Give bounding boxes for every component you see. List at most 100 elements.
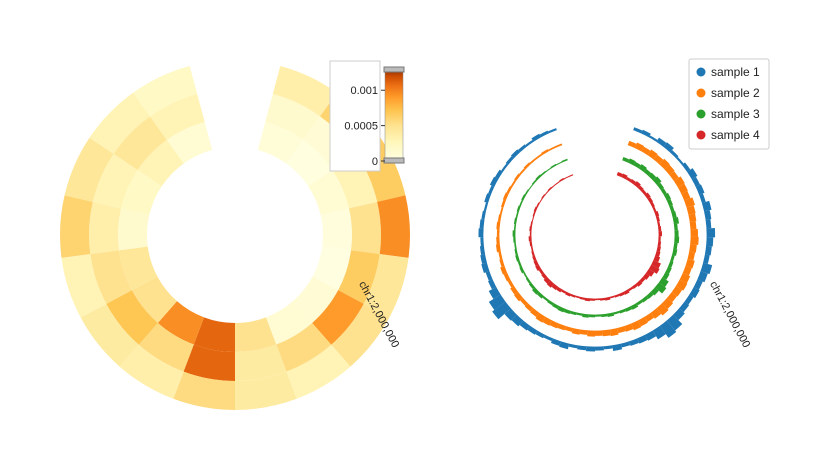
histogram-bar <box>641 129 651 137</box>
colorbar-gradient <box>384 68 404 162</box>
histogram-bar <box>513 236 516 243</box>
colorbar: 0 0.0005 0.001 <box>329 60 405 172</box>
histogram-bar <box>551 284 558 290</box>
histogram-bar <box>636 300 643 306</box>
histogram-bar <box>514 242 517 250</box>
heatmap-cell-r2-b4 <box>363 254 409 318</box>
histogram-bar <box>595 330 603 336</box>
histogram-bar <box>515 211 519 219</box>
histogram-bar <box>552 303 560 310</box>
histogram-bar <box>510 149 520 159</box>
heatmap-cell-r0-b5 <box>293 276 339 323</box>
histogram-bar <box>568 174 574 177</box>
histogram-bar <box>617 326 626 334</box>
histogram-bar <box>691 176 701 187</box>
histogram-bar <box>528 282 535 290</box>
heatmap-cell-r2-b14 <box>89 92 150 154</box>
colorbar-handle-bottom[interactable] <box>383 157 405 164</box>
histogram-bar <box>682 162 691 172</box>
histogram-bar <box>633 127 643 134</box>
histogram-bar <box>629 338 640 346</box>
series-sample-2 <box>495 140 699 337</box>
histogram-bar <box>649 264 660 274</box>
histogram-bar <box>690 229 699 237</box>
histogram-bar <box>494 169 503 179</box>
histogram-bar <box>502 192 509 201</box>
histogram-bar <box>702 200 712 212</box>
histogram-bar <box>653 154 664 164</box>
colorbar-handle-top[interactable] <box>383 66 405 73</box>
histogram-bar <box>674 176 685 187</box>
heatmap-cell-r1-b0 <box>265 93 321 140</box>
heatmap-cell-r0-b8 <box>193 317 235 352</box>
histogram-bar <box>514 248 518 256</box>
histogram-bar <box>634 142 645 151</box>
heatmap-cell-r0-b2 <box>308 169 349 216</box>
histogram-bar <box>646 269 655 277</box>
histogram-bar <box>669 171 679 181</box>
histogram-bar <box>535 330 545 339</box>
histogram-bar <box>595 298 601 301</box>
histogram-bar <box>513 217 517 225</box>
histogram-bar <box>539 130 549 137</box>
histogram-bar <box>546 280 554 288</box>
histogram-bar <box>700 262 713 275</box>
histogram-bar <box>706 237 714 247</box>
histogram-bar <box>660 320 677 338</box>
histogram-bar <box>683 266 692 276</box>
histogram-bar <box>705 245 712 256</box>
heatmap-cell-r2-b7 <box>235 371 297 410</box>
histogram-bar <box>550 163 557 169</box>
heatmap-cell-r0-b14 <box>137 139 184 187</box>
histogram-bar <box>696 184 705 195</box>
histogram-bar <box>646 292 654 300</box>
histogram-bar <box>536 292 544 299</box>
histogram-bar <box>644 313 655 322</box>
histogram-bar <box>638 164 647 172</box>
histogram-bar <box>656 303 669 316</box>
histogram-bar <box>656 137 667 147</box>
histogram-bar <box>579 329 588 335</box>
histogram-bar <box>667 198 673 207</box>
histogram-bar <box>514 292 523 302</box>
heatmap-cell-r2-b5 <box>331 303 390 367</box>
heatmap-cell-r1-b9 <box>138 322 194 372</box>
histogram-bar <box>668 260 674 268</box>
histogram-bar <box>630 179 637 185</box>
histogram-bar <box>647 197 654 203</box>
series-baseline <box>530 174 660 300</box>
histogram-bar <box>648 172 657 181</box>
histogram-bar <box>689 287 700 299</box>
histogram-bar <box>641 146 651 155</box>
histogram-bar <box>655 282 667 294</box>
heatmap-cell-r2-b12 <box>59 195 93 258</box>
histogram-bar <box>533 206 538 212</box>
heatmap-cell-r1-b7 <box>235 344 287 381</box>
histogram-bar <box>582 314 589 318</box>
histogram-bar <box>531 179 537 185</box>
histogram-bar <box>630 303 639 310</box>
heatmap-cell-r1-b4 <box>338 250 380 304</box>
histogram-bar <box>674 230 679 237</box>
histogram-bar <box>673 308 685 321</box>
histogram-bar <box>503 273 511 282</box>
histogram-bar <box>483 202 488 212</box>
histogram-bar <box>528 184 533 190</box>
histogram-bar <box>545 167 552 172</box>
histogram-bar <box>541 273 547 280</box>
heatmap-cell-r0-b6 <box>265 301 313 345</box>
histogram-bar <box>625 176 632 182</box>
histogram-bar <box>584 298 591 302</box>
colorbar-tick-label: 0.001 <box>350 85 378 97</box>
histogram-bar <box>576 312 583 316</box>
histogram-bar <box>663 142 674 153</box>
histogram-bar <box>673 217 680 225</box>
histogram-bar <box>587 330 595 337</box>
histogram-bar <box>564 326 573 332</box>
histogram-bar <box>655 250 661 257</box>
histogram-bar <box>485 271 493 281</box>
histogram-bar <box>681 190 691 201</box>
histogram-bar <box>609 295 615 299</box>
histogram-bar <box>495 244 501 253</box>
histogram-bar <box>557 323 566 331</box>
